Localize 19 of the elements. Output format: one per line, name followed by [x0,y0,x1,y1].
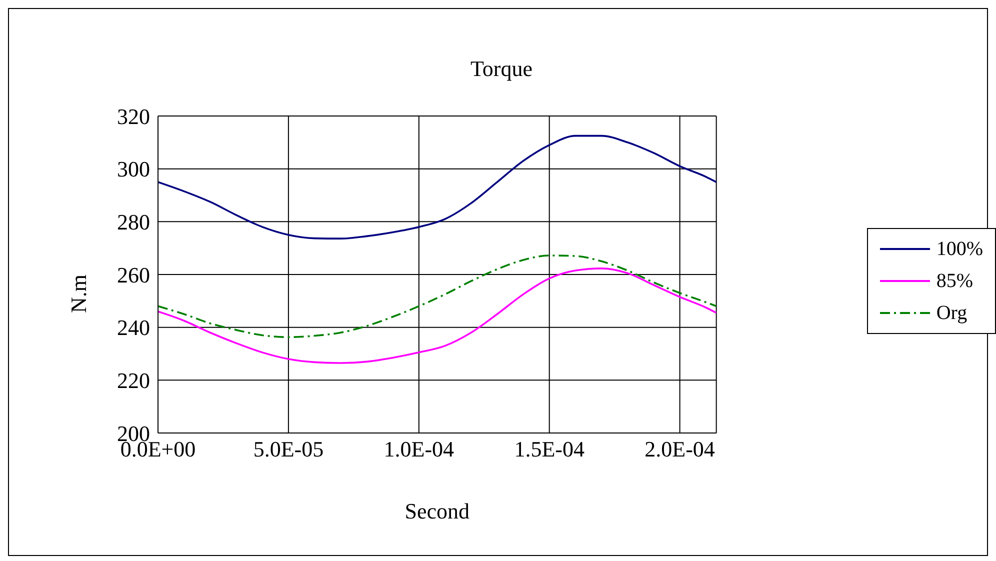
x-tick-label: 2.0E-04 [644,436,715,462]
y-tick-label: 280 [117,209,150,234]
y-tick-label: 220 [117,368,150,393]
x-axis-title: Second [404,498,470,524]
x-tick-label: 5.0E-05 [253,436,324,462]
legend-label: 85% [936,268,973,294]
line-series [158,254,716,338]
chart-title: Torque [470,56,534,82]
y-tick-label: 300 [117,156,150,182]
legend-label: 100% [936,236,983,262]
y-tick-label: 260 [117,262,150,288]
x-tick-label: 1.5E-04 [514,436,584,462]
y-axis-title: N.m [66,274,91,313]
legend-label: Org [936,300,968,326]
y-tick-label: 240 [117,315,150,340]
line-series [158,134,716,240]
y-tick-label: 320 [117,104,150,129]
x-tick-label: 1.0E-04 [384,436,454,462]
line-series [158,268,716,364]
